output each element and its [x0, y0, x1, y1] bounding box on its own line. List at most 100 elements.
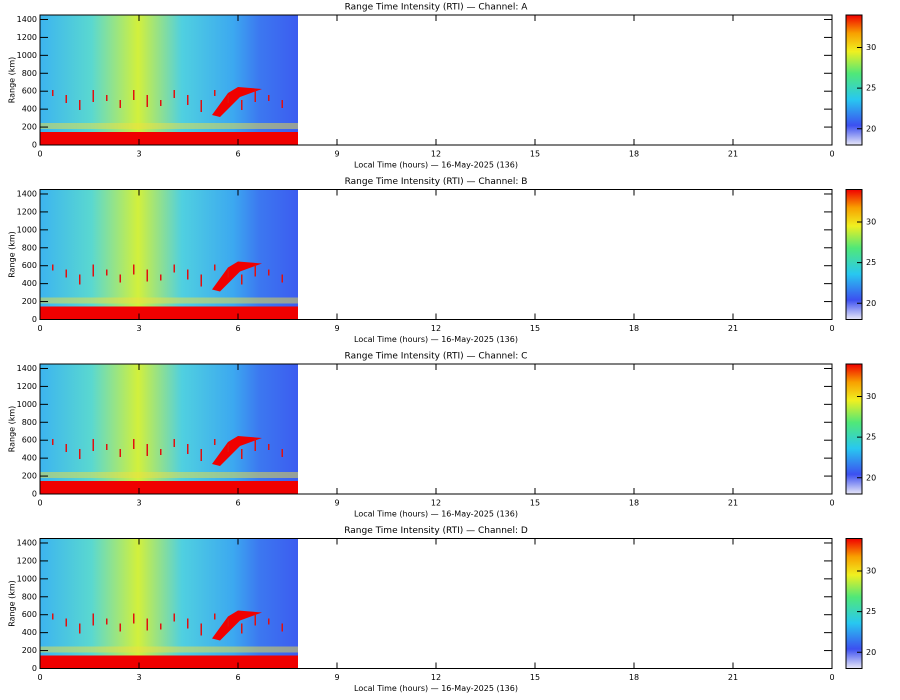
y-tick-label: 400	[22, 454, 37, 463]
y-tick-label: 200	[22, 297, 37, 306]
rti-image-speck	[281, 449, 283, 457]
y-tick-label: 1200	[17, 33, 37, 42]
rti-image-speck	[119, 274, 121, 283]
y-tick-label: 0	[32, 490, 37, 499]
x-tick-label: 0	[37, 150, 42, 159]
x-tick-label: 3	[136, 150, 141, 159]
x-tick-label: 0	[37, 673, 42, 682]
rti-image-speck	[65, 95, 67, 103]
rti-image-speck	[268, 269, 270, 276]
rti-image-speck	[133, 613, 135, 624]
colorbar-tick-label: 30	[866, 392, 876, 401]
rti-image-noise	[40, 472, 298, 478]
rti-image-speck	[173, 439, 175, 447]
rti-image-speck	[227, 269, 229, 278]
x-tick-label: 3	[136, 499, 141, 508]
rti-image-speck	[254, 90, 256, 102]
rti-image-speck	[173, 613, 175, 622]
rti-image-speck	[241, 449, 243, 459]
rti-image-speck	[79, 274, 81, 285]
rti-image-streak	[212, 436, 262, 466]
colorbar-tick-label: 30	[866, 567, 876, 576]
colorbar-tick-label: 25	[866, 433, 876, 442]
rti-image-speck	[227, 95, 229, 103]
y-axis-label: Range (km)	[8, 57, 17, 104]
panel-title: Range Time Intensity (RTI) — Channel: D	[344, 526, 528, 536]
x-axis-label: Local Time (hours) — 16-May-2025 (136)	[354, 335, 518, 344]
rti-image-streak	[212, 610, 262, 641]
x-tick-label: 6	[235, 324, 240, 333]
x-tick-label: 0	[37, 324, 42, 333]
rti-image-noise	[40, 123, 298, 129]
rti-image-speck	[133, 90, 135, 100]
colorbar-tick-label: 25	[866, 607, 876, 616]
rti-panel: Range Time Intensity (RTI) — Channel: C L…	[8, 352, 877, 519]
x-tick-label: 21	[728, 324, 738, 333]
rti-image-speck	[281, 100, 283, 108]
x-tick-label: 18	[629, 673, 639, 682]
rti-image-speck	[214, 613, 216, 620]
colorbar	[845, 14, 863, 146]
x-tick-label: 18	[629, 499, 639, 508]
colorbar-tick-label: 20	[866, 648, 876, 657]
x-tick-label: 6	[235, 499, 240, 508]
rti-image-speck	[200, 274, 202, 287]
rti-image-band	[40, 655, 298, 669]
rti-image-band	[40, 481, 298, 494]
rti-image-speck	[106, 95, 108, 101]
y-tick-label: 1400	[17, 538, 37, 547]
rti-image-speck	[79, 100, 81, 110]
x-tick-label: 0	[829, 150, 834, 159]
panel-title: Range Time Intensity (RTI) — Channel: A	[345, 3, 529, 13]
rti-panel: Range Time Intensity (RTI) — Channel: B L…	[8, 177, 877, 344]
x-tick-label: 9	[334, 324, 339, 333]
rti-image-speck	[187, 269, 189, 280]
rti-image-speck	[119, 100, 121, 108]
rti-image-speck	[119, 449, 121, 457]
y-tick-label: 800	[22, 243, 37, 252]
rti-image-speck	[65, 444, 67, 452]
rti-image-speck	[200, 449, 202, 461]
rti-image-speck	[227, 618, 229, 627]
y-tick-label: 1000	[17, 574, 37, 583]
rti-image-speck	[133, 264, 135, 275]
rti-image-noise	[40, 297, 298, 304]
y-axis-label: Range (km)	[8, 231, 17, 278]
x-axis-label: Local Time (hours) — 16-May-2025 (136)	[354, 510, 518, 519]
colorbar-tick-label: 20	[866, 299, 876, 308]
y-tick-label: 600	[22, 436, 37, 445]
x-tick-label: 9	[334, 499, 339, 508]
rti-image-speck	[92, 90, 94, 102]
y-tick-label: 1000	[17, 225, 37, 234]
rti-image-speck	[241, 100, 243, 110]
rti-image-speck	[187, 444, 189, 454]
y-tick-label: 1000	[17, 400, 37, 409]
x-axis-label: Local Time (hours) — 16-May-2025 (136)	[354, 161, 518, 170]
x-tick-label: 9	[334, 673, 339, 682]
x-tick-label: 3	[136, 324, 141, 333]
y-tick-label: 1200	[17, 556, 37, 565]
rti-image-speck	[214, 439, 216, 445]
rti-image-speck	[52, 90, 54, 96]
y-tick-label: 1200	[17, 382, 37, 391]
rti-image-speck	[173, 90, 175, 98]
y-tick-label: 400	[22, 105, 37, 114]
x-tick-label: 18	[629, 150, 639, 159]
y-tick-label: 600	[22, 87, 37, 96]
rti-image-speck	[92, 613, 94, 626]
x-tick-label: 21	[728, 499, 738, 508]
y-tick-label: 1200	[17, 207, 37, 216]
rti-image-speck	[160, 100, 162, 106]
colorbar	[845, 363, 863, 495]
x-tick-label: 21	[728, 673, 738, 682]
x-tick-label: 6	[235, 673, 240, 682]
rti-image-speck	[268, 444, 270, 450]
colorbar-tick-label: 25	[866, 84, 876, 93]
y-tick-label: 0	[32, 315, 37, 324]
colorbar	[845, 538, 863, 669]
rti-image-band	[40, 132, 298, 145]
y-tick-label: 600	[22, 610, 37, 619]
rti-image-speck	[52, 439, 54, 445]
x-tick-label: 0	[829, 499, 834, 508]
rti-image-speck	[133, 439, 135, 449]
